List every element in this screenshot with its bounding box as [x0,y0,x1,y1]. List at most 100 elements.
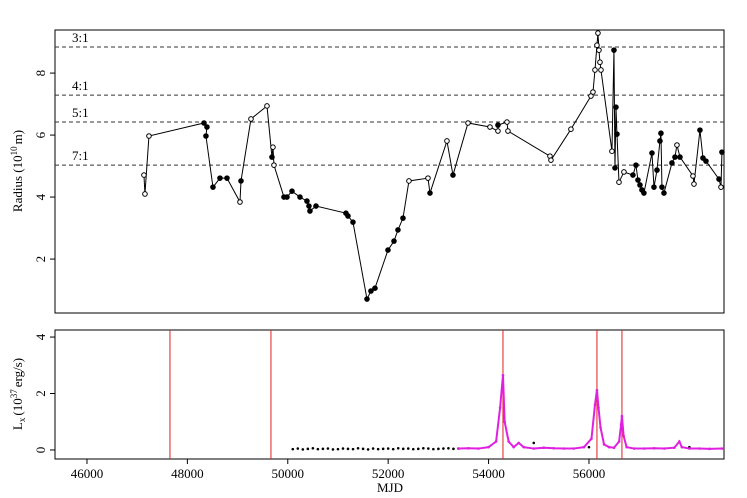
radius-point [406,178,412,184]
radius-point [238,178,244,184]
radius-point [271,162,277,168]
flux-point [422,446,425,450]
flux-point [625,445,628,449]
flux-point [593,403,597,407]
radius-point [146,133,152,139]
x-tick-label: 50000 [272,466,305,481]
flux-point [406,447,410,450]
y-tick-label: 6 [33,131,48,138]
radius-point [596,47,602,53]
radius-point [641,190,647,196]
radius-point [350,219,356,225]
flux-point [619,423,623,426]
flux-point [366,448,370,451]
flux-point [311,446,315,450]
radius-point [385,247,391,253]
radius-point [654,167,660,173]
radius-point [505,128,511,134]
radius-point [289,188,295,194]
flux-point [316,447,320,451]
flux-point [494,440,498,443]
radius-point [716,176,722,182]
flux-point [612,446,616,450]
radius-point [307,208,313,214]
flux-point [522,445,526,449]
flux-point [341,447,345,450]
flux-point [296,447,300,450]
radius-point [269,154,275,160]
radius-point [142,191,148,197]
radius-point [661,190,667,196]
flux-point [587,445,591,449]
flux-point [336,447,340,451]
y-tick-label: 4 [33,333,48,340]
radius-point [697,127,703,133]
label-part: (10 [10,398,25,415]
radius-point [635,177,641,183]
flux-point [517,441,520,445]
flux-point [590,437,593,440]
flux-point [427,447,430,450]
flux-point [552,446,556,450]
flux-point [301,448,305,451]
radius-point [594,42,600,48]
radius-point [691,181,697,187]
radius-point [719,149,725,155]
radius-point [264,103,270,109]
radius-point [395,227,401,233]
radius-point [391,238,397,244]
radius-point [649,150,655,156]
flux-point [597,406,600,409]
label-part: Radius (10 [10,155,25,212]
radius-point [659,184,665,190]
flux-point [617,440,621,443]
label-part: L [10,422,25,430]
radius-point [345,213,351,219]
flux-point [688,447,691,450]
flux-point [652,446,656,450]
radius-point [633,162,639,168]
flux-point [331,448,335,451]
flux-point [642,447,646,450]
radius-point [284,194,290,200]
radius-point [504,119,510,125]
radius-point [313,203,319,209]
y-tick-label: 2 [33,390,48,397]
resonance-label: 5:1 [72,105,89,120]
resonance-label: 4:1 [72,78,89,93]
radius-point [495,122,501,128]
radius-point [400,215,406,221]
radius-point [210,184,216,190]
radius-point [548,157,554,163]
label-part: 10 [9,146,19,156]
flux-point [602,443,606,446]
flux-point [595,388,599,392]
radius-point [630,172,636,178]
flux-point [512,445,515,449]
radius-point [677,154,683,160]
radius-point [616,179,622,185]
flux-point [532,447,536,450]
flux-point [391,447,395,451]
flux-point [467,446,470,450]
radius-point [306,203,312,209]
radius-point [495,128,501,134]
radius-point [674,142,680,148]
radius-point [450,172,456,178]
radius-point [297,194,303,200]
flux-point [452,447,455,451]
radius-point [651,184,657,190]
x-tick-label: 54000 [472,466,505,481]
y-tick-label: 8 [33,70,48,77]
flux-point [447,446,450,450]
radius-point [444,138,450,144]
radius-point [364,296,370,302]
y-tick-label: 2 [33,256,48,263]
radius-point [657,138,663,144]
x-tick-label: 56000 [573,466,606,481]
radius-point [595,30,601,36]
radius-point [304,198,310,204]
flux-point [678,440,681,443]
radius-point [637,182,643,188]
